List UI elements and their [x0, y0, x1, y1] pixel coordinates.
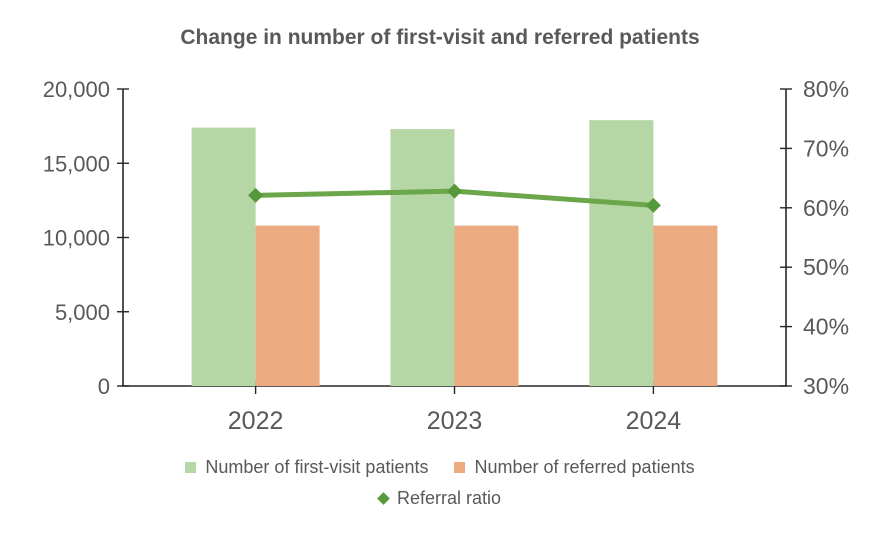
legend-label: Referral ratio: [396, 488, 502, 508]
right-axis-tick-label: 30%: [803, 373, 849, 399]
left-axis-tick-label: 20,000: [43, 77, 110, 102]
legend-row-2: Referral ratio: [377, 487, 502, 509]
right-axis-tick-label: 70%: [803, 135, 849, 161]
bar-referred-2023: [454, 225, 519, 386]
right-axis-tick-label: 60%: [803, 195, 849, 221]
chart-legend: Number of first-visit patients Number of …: [0, 456, 880, 509]
referral-ratio-marker-2023: [447, 183, 462, 199]
left-axis-tick-label: 15,000: [43, 151, 110, 176]
bar-referred-2022: [255, 225, 320, 386]
legend-label: Number of first-visit patients: [205, 457, 429, 477]
x-axis-label-2022: 2022: [228, 407, 284, 435]
legend-item: Number of referred patients: [454, 456, 695, 478]
legend-square-icon: [454, 461, 466, 473]
right-axis-tick-label: 40%: [803, 314, 849, 340]
left-axis-tick-label: 5,000: [55, 300, 110, 325]
x-axis-label-2023: 2023: [427, 407, 483, 435]
legend-row-1: Number of first-visit patients Number of …: [185, 456, 695, 478]
right-axis-tick-label: 50%: [803, 254, 849, 280]
chart-title: Change in number of first-visit and refe…: [180, 26, 700, 49]
left-axis-tick-label: 0: [98, 374, 110, 399]
legend-item: Number of first-visit patients: [185, 456, 428, 478]
x-axis-label-2024: 2024: [626, 407, 682, 435]
right-axis-tick-label: 80%: [803, 76, 849, 102]
bar-referred-2024: [653, 225, 718, 386]
referral-ratio-marker-2024: [645, 197, 661, 213]
bar-first-visit-2024: [589, 120, 654, 386]
referral-ratio-marker-2022: [248, 187, 264, 203]
legend-diamond-icon: [377, 491, 390, 505]
bar-first-visit-2023: [390, 129, 455, 386]
legend-square-icon: [185, 461, 197, 473]
legend-item: Referral ratio: [377, 487, 502, 509]
bar-first-visit-2022: [191, 127, 256, 387]
left-axis-tick-label: 10,000: [43, 226, 110, 251]
legend-label: Number of referred patients: [474, 457, 695, 477]
